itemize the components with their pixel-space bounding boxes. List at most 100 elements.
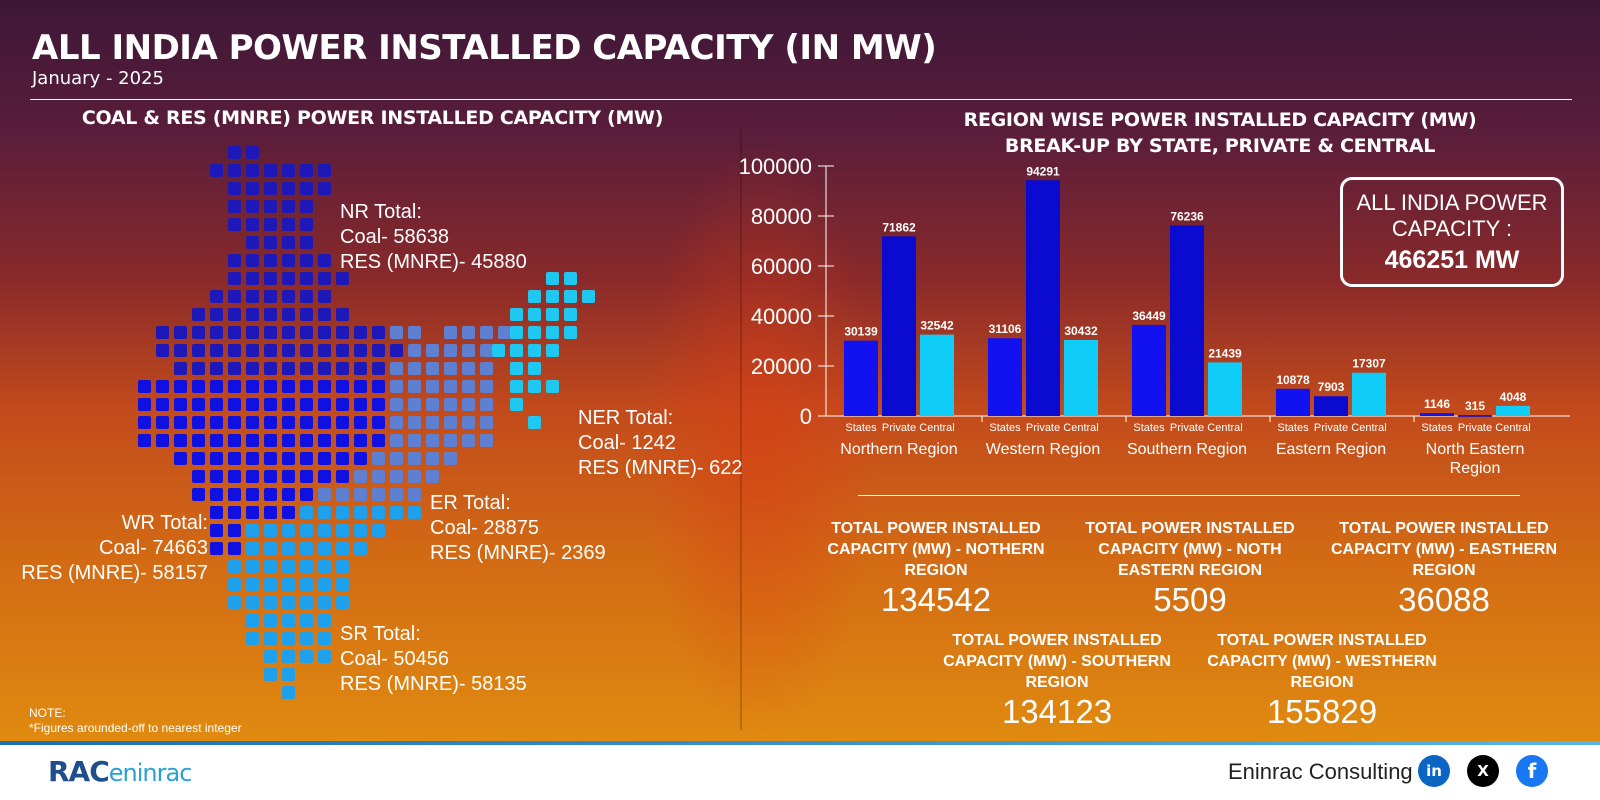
sr-map-dot: [336, 524, 349, 537]
total-north-eastern: TOTAL POWER INSTALLED CAPACITY (MW) - NO…: [1070, 518, 1310, 619]
wr-map-dot: [156, 434, 169, 447]
wr-map-dot: [210, 398, 223, 411]
wr-map-dot: [210, 434, 223, 447]
er-map-dot: [444, 362, 457, 375]
bar-sub-label: Private: [882, 422, 916, 434]
wr-map-dot: [300, 434, 313, 447]
category-label: Region: [1450, 460, 1501, 477]
bar-private: [1458, 415, 1492, 417]
wr-map-dot: [264, 416, 277, 429]
page-subtitle: January - 2025: [32, 68, 164, 89]
sr-map-dot: [318, 506, 331, 519]
wr-map-dot: [156, 416, 169, 429]
bar-value-label: 71862: [882, 220, 916, 234]
nr-map-dot: [336, 272, 349, 285]
bar-states: [844, 340, 878, 416]
ner-map-dot: [546, 272, 559, 285]
er-map-dot: [480, 416, 493, 429]
sr-map-dot: [408, 506, 421, 519]
bar-private: [1026, 180, 1060, 416]
sr-map-dot: [282, 560, 295, 573]
facebook-icon[interactable]: f: [1516, 755, 1548, 787]
er-map-dot: [390, 488, 403, 501]
wr-map-dot: [210, 416, 223, 429]
page-title: ALL INDIA POWER INSTALLED CAPACITY (IN M…: [32, 28, 937, 68]
er-map-dot: [336, 488, 349, 501]
wr-map-dot: [156, 398, 169, 411]
category-label: Southern Region: [1127, 441, 1247, 458]
nr-map-dot: [246, 218, 259, 231]
sr-map-dot: [318, 524, 331, 537]
company-logo[interactable]: RACeninrac: [48, 755, 192, 788]
nr-map-dot: [246, 326, 259, 339]
wr-heading: WR Total:: [121, 512, 208, 534]
sr-map-dot: [264, 668, 277, 681]
nr-map-dot: [174, 326, 187, 339]
er-map-dot: [426, 398, 439, 411]
er-map-dot: [426, 380, 439, 393]
bar-value-label: 30432: [1064, 324, 1098, 338]
wr-map-dot: [228, 542, 241, 555]
nr-map-dot: [246, 164, 259, 177]
wr-map-dot: [282, 452, 295, 465]
nr-map-dot: [210, 290, 223, 303]
wr-map-dot: [354, 398, 367, 411]
total-western: TOTAL POWER INSTALLED CAPACITY (MW) - WE…: [1202, 630, 1442, 731]
sr-map-dot: [246, 578, 259, 591]
wr-map-dot: [336, 470, 349, 483]
ner-heading: NER Total:: [578, 407, 674, 429]
sr-map-dot: [246, 560, 259, 573]
nr-map-dot: [192, 344, 205, 357]
ner-label: NER Total: Coal- 1242 RES (MNRE)- 622: [578, 406, 742, 481]
wr-map-dot: [264, 470, 277, 483]
ner-res: RES (MNRE)- 622: [578, 457, 743, 479]
linkedin-icon[interactable]: in: [1418, 755, 1450, 787]
bar-central: [1496, 405, 1530, 416]
er-map-dot: [372, 452, 385, 465]
er-map-dot: [408, 344, 421, 357]
er-map-dot: [426, 416, 439, 429]
ner-map-dot: [528, 344, 541, 357]
wr-map-dot: [264, 506, 277, 519]
wr-map-dot: [318, 452, 331, 465]
ner-map-dot: [546, 308, 559, 321]
er-map-dot: [480, 362, 493, 375]
bar-sub-label: Central: [1207, 422, 1242, 434]
er-map-dot: [444, 344, 457, 357]
bar-sub-label: States: [1133, 422, 1165, 434]
er-map-dot: [444, 434, 457, 447]
wr-map-dot: [138, 416, 151, 429]
ner-map-dot: [546, 290, 559, 303]
wr-map-dot: [228, 524, 241, 537]
nr-coal: Coal- 58638: [340, 226, 449, 248]
sr-map-dot: [246, 596, 259, 609]
wr-map-dot: [246, 380, 259, 393]
logo-strong: RAC: [48, 755, 110, 788]
nr-map-dot: [210, 164, 223, 177]
nr-map-dot: [354, 326, 367, 339]
wr-coal: Coal- 74663: [99, 537, 208, 559]
nr-map-dot: [282, 272, 295, 285]
wr-map-dot: [228, 488, 241, 501]
nr-map-dot: [318, 182, 331, 195]
bar-sub-label: Private: [1026, 422, 1060, 434]
sr-map-dot: [282, 686, 295, 699]
nr-map-dot: [174, 344, 187, 357]
all-india-value: 466251 MW: [1384, 246, 1520, 274]
wr-map-dot: [282, 470, 295, 483]
nr-map-dot: [336, 308, 349, 321]
wr-map-dot: [264, 452, 277, 465]
sr-map-dot: [264, 542, 277, 555]
wr-map-dot: [192, 470, 205, 483]
ner-map-dot: [528, 416, 541, 429]
wr-map-dot: [372, 380, 385, 393]
sr-map-dot: [336, 578, 349, 591]
bar-states: [988, 338, 1022, 416]
map-section-title: COAL & RES (MNRE) POWER INSTALLED CAPACI…: [81, 107, 664, 129]
er-map-dot: [408, 380, 421, 393]
nr-heading: NR Total:: [340, 201, 422, 223]
sr-map-dot: [354, 506, 367, 519]
x-icon[interactable]: X: [1467, 755, 1499, 787]
nr-map-dot: [246, 236, 259, 249]
sr-heading: SR Total:: [340, 623, 421, 645]
